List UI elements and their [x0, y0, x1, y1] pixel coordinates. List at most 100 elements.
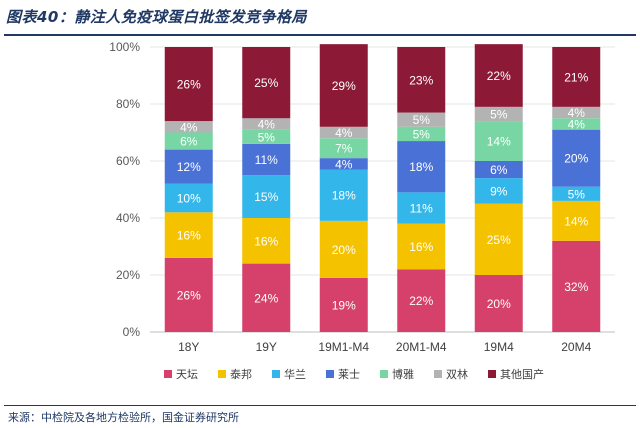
data-label: 14% — [564, 214, 588, 228]
bar-segment — [164, 257, 213, 332]
bar-segment — [474, 121, 523, 161]
data-label: 4% — [568, 117, 586, 131]
bar-segment — [242, 143, 291, 176]
bar-segment — [319, 158, 368, 170]
data-label: 20% — [564, 152, 588, 166]
legend-label: 华兰 — [284, 367, 306, 381]
bar-segment — [242, 218, 291, 264]
legend-swatch — [164, 370, 172, 378]
legend-swatch — [326, 370, 334, 378]
data-label: 21% — [564, 70, 588, 84]
bar-segment — [474, 275, 523, 332]
source-divider — [4, 405, 636, 406]
legend-label: 天坛 — [176, 368, 198, 381]
bar-segment — [242, 47, 291, 119]
legend-swatch — [380, 370, 388, 378]
y-tick-label: 20% — [116, 268, 140, 282]
bars — [164, 44, 601, 332]
data-label: 11% — [255, 153, 278, 167]
data-label: 7% — [335, 142, 353, 156]
data-label: 23% — [409, 73, 433, 87]
bar-segment — [164, 47, 213, 122]
bar-segment — [164, 212, 213, 258]
gridlines — [150, 46, 615, 333]
bar-segment — [474, 203, 523, 275]
bar-segment — [552, 240, 601, 332]
data-label: 5% — [413, 127, 431, 141]
data-label: 25% — [487, 233, 511, 247]
data-label: 14% — [487, 135, 511, 149]
legend-label: 其他国产 — [500, 367, 544, 381]
data-label: 22% — [487, 69, 511, 83]
data-label: 5% — [490, 107, 508, 121]
bar-segment — [397, 223, 446, 270]
data-label: 16% — [409, 240, 433, 254]
data-label: 15% — [254, 190, 278, 204]
bar-segment — [242, 175, 291, 218]
bar-segment — [397, 47, 446, 113]
stacked-bar-chart: 0%20%40%60%80%100% 26%16%10%12%6%4%26%24… — [109, 40, 615, 381]
y-axis-tick-labels: 0% 20% 40% 60% 80% 100% — [109, 40, 140, 339]
data-label: 12% — [177, 160, 201, 174]
data-label: 10% — [177, 192, 201, 206]
legend-swatch — [434, 370, 442, 378]
data-label: 4% — [335, 157, 353, 171]
data-label: 18% — [409, 160, 433, 174]
x-tick-label: 18Y — [178, 340, 199, 354]
x-axis-tick-labels: 18Y 19Y 19M1-M4 20M1-M4 19M4 20M4 — [178, 340, 592, 354]
y-tick-label: 0% — [123, 325, 141, 339]
legend-label: 双林 — [446, 367, 468, 381]
data-label: 25% — [254, 76, 278, 90]
x-tick-label: 19M4 — [484, 340, 514, 354]
y-tick-label: 40% — [116, 211, 140, 225]
bar-segment — [397, 192, 446, 224]
bar-segment — [552, 129, 601, 187]
data-label: 6% — [490, 163, 508, 177]
x-tick-label: 19M1-M4 — [318, 340, 369, 354]
data-label: 22% — [409, 294, 433, 308]
bar-segment — [552, 47, 601, 107]
data-label: 9% — [490, 184, 508, 198]
data-label: 4% — [568, 106, 586, 120]
bar-segment — [474, 178, 523, 204]
data-label: 26% — [177, 288, 201, 302]
data-label: 16% — [177, 229, 201, 243]
bar-segment — [552, 200, 601, 241]
bar-segment — [164, 132, 213, 150]
bar-segment — [164, 149, 213, 184]
bar-segment — [397, 126, 446, 142]
bar-segment — [319, 44, 368, 127]
bar-segment — [164, 121, 213, 133]
bar-segment — [242, 118, 291, 130]
data-label: 18% — [332, 189, 356, 203]
bar-segment — [319, 277, 368, 332]
data-labels: 26%16%10%12%6%4%26%24%16%15%11%5%4%25%19… — [177, 69, 589, 312]
bar-segment — [397, 112, 446, 127]
bar-segment — [474, 161, 523, 179]
legend-swatch — [218, 370, 226, 378]
data-label: 4% — [258, 117, 276, 131]
x-tick-label: 20M4 — [561, 340, 591, 354]
data-label: 5% — [258, 130, 276, 144]
title-divider — [4, 34, 636, 36]
legend-label: 莱士 — [338, 368, 360, 381]
data-label: 20% — [487, 297, 511, 311]
data-label: 26% — [177, 78, 201, 92]
data-label: 11% — [410, 202, 433, 216]
y-tick-label: 100% — [109, 40, 140, 54]
data-label: 5% — [413, 113, 431, 127]
bar-segment — [552, 106, 601, 119]
bar-segment — [319, 126, 368, 139]
bar-segment — [319, 169, 368, 221]
source-note: 来源：中检院及各地方检验所，国金证券研究所 — [8, 411, 239, 424]
data-label: 5% — [568, 187, 586, 201]
bar-segment — [474, 44, 523, 107]
x-tick-label: 19Y — [256, 340, 277, 354]
bar-segment — [474, 106, 523, 122]
data-label: 24% — [254, 291, 278, 305]
legend-swatch — [488, 370, 496, 378]
bar-segment — [552, 118, 601, 130]
chart-title: 图表40：静注人免疫球蛋白批签发竞争格局 — [6, 8, 307, 26]
bar-segment — [397, 141, 446, 193]
legend: 天坛 泰邦 华兰 莱士 博雅 双林 其他国产 — [164, 367, 544, 381]
